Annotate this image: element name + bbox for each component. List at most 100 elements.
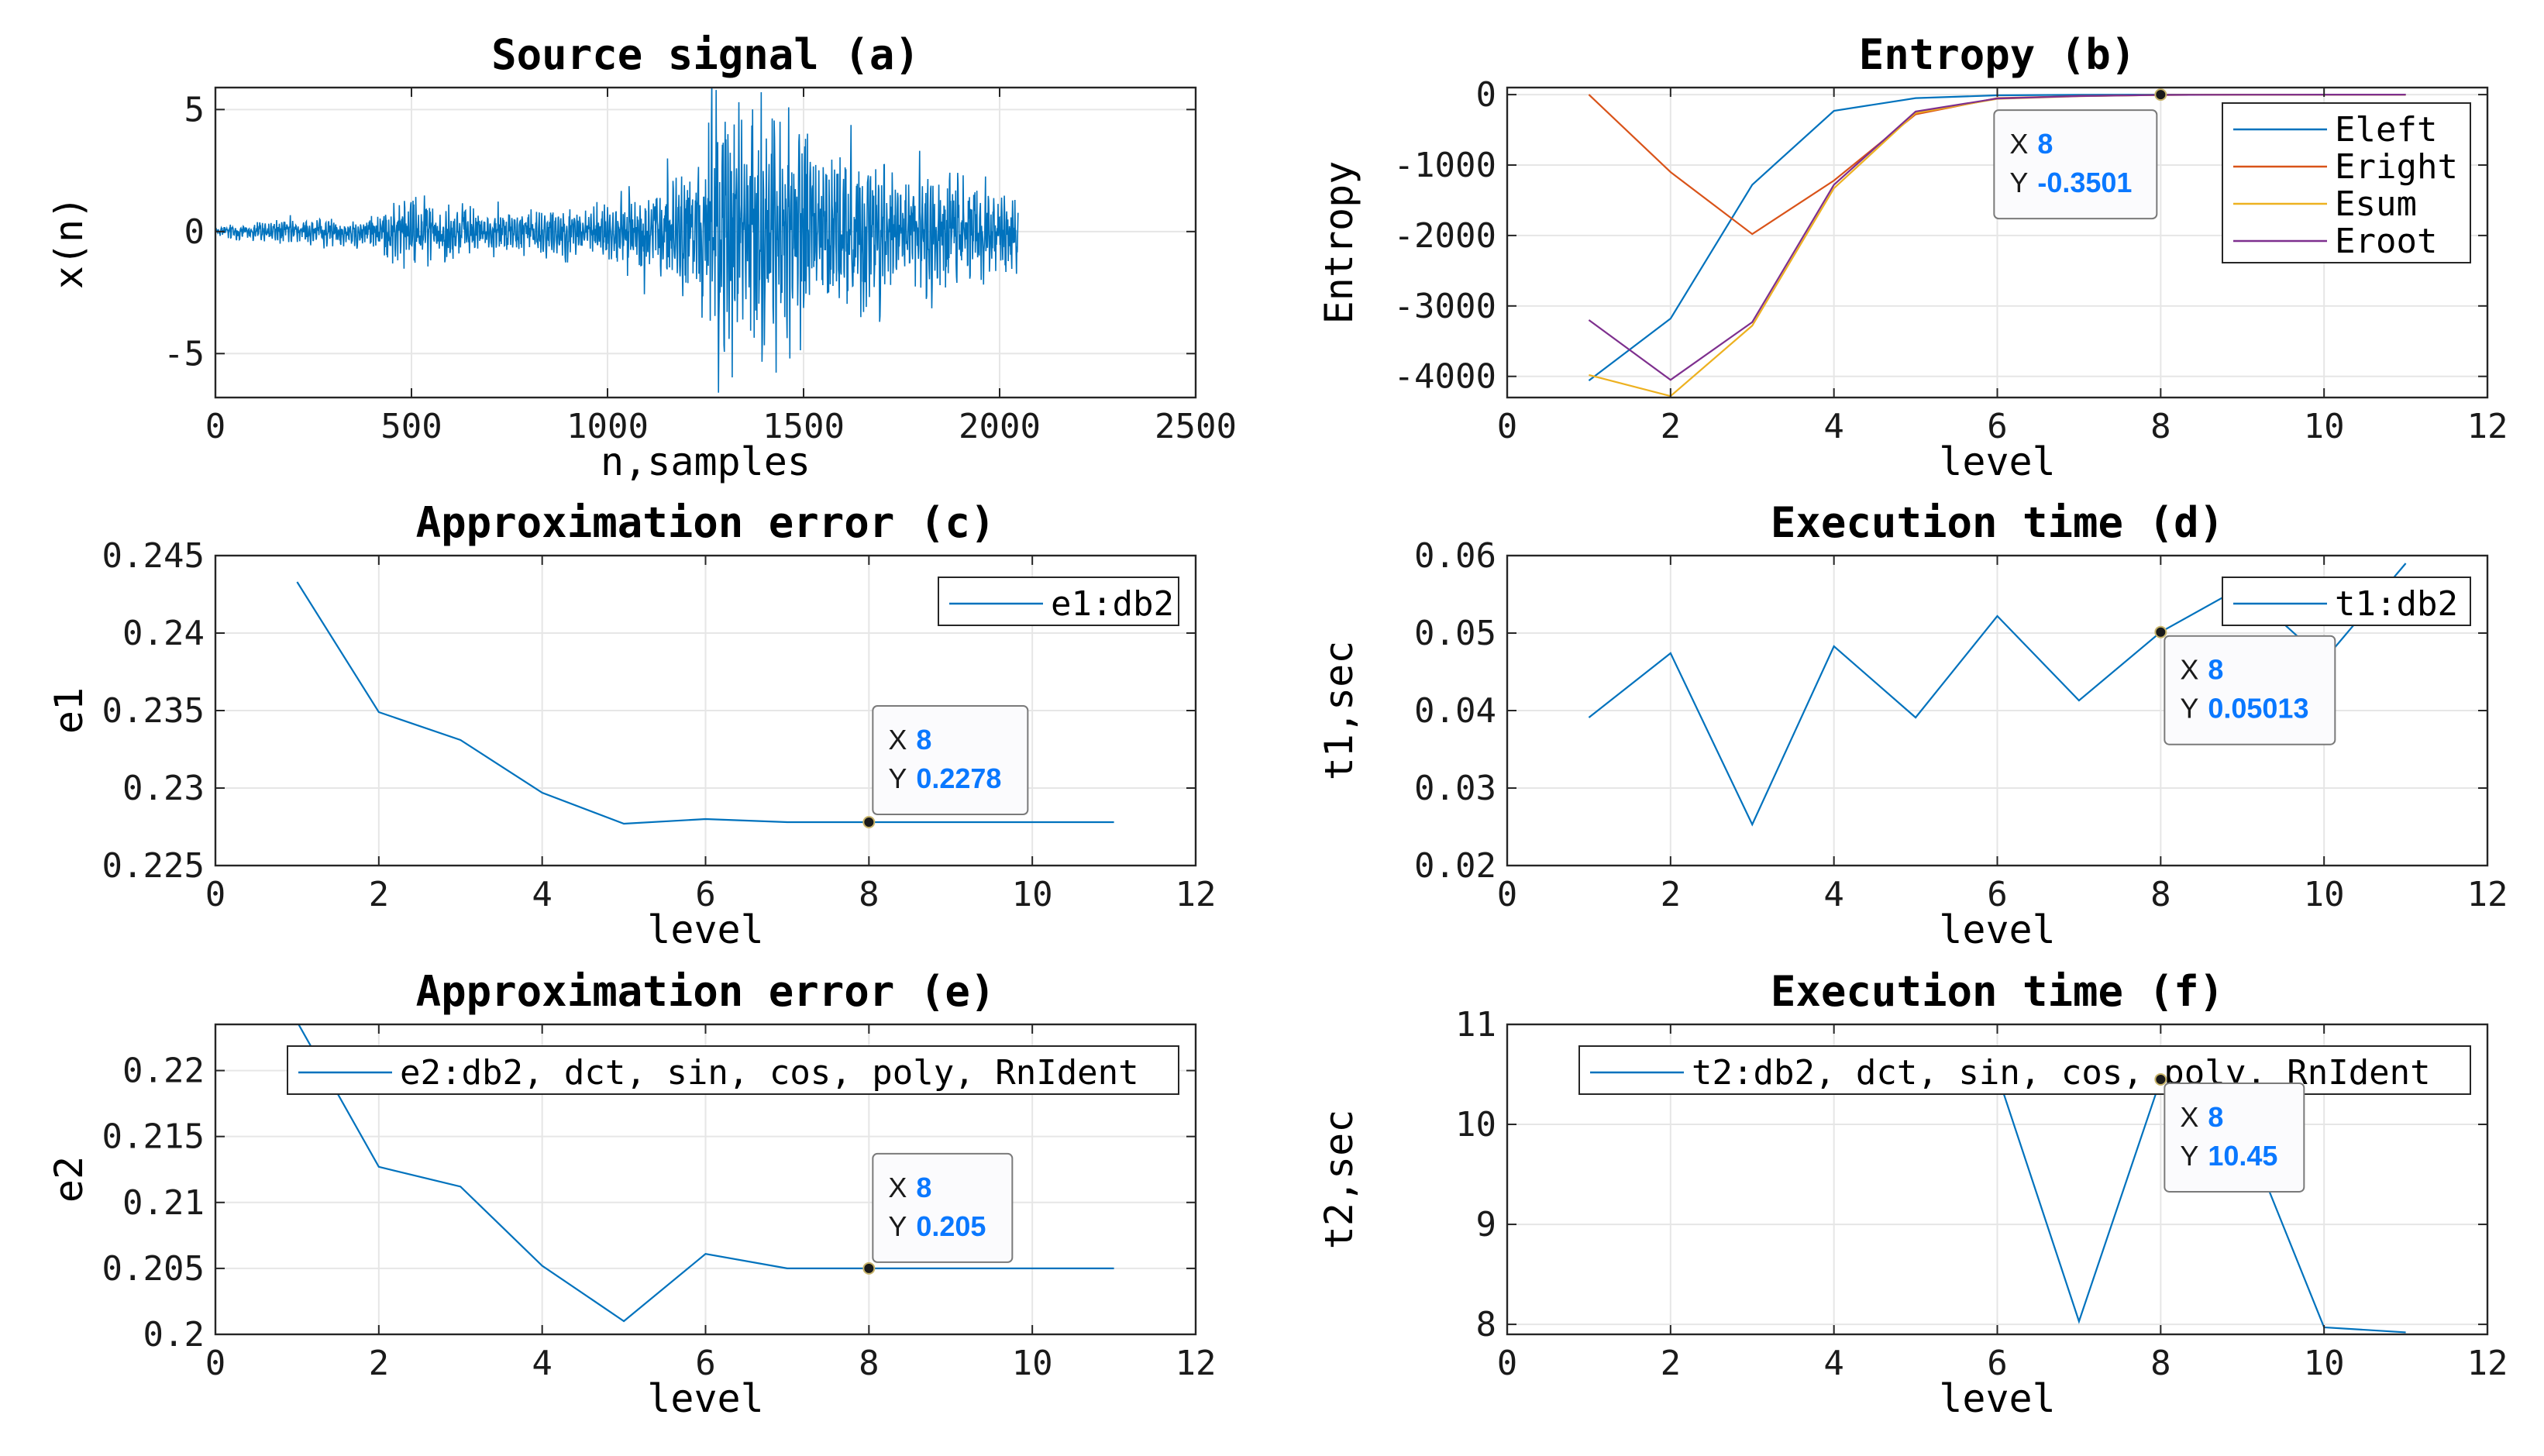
legend: t2:db2, dct, sin, cos, poly, RnIdent [1578,1045,2471,1095]
y-tick-label: 0.24 [122,614,205,653]
x-tick-label: 2 [369,1344,390,1383]
panel-d: 0 2 4 6 8 10 12 0.02 0.03 0.04 0.05 0.06 Execution t… [1317,498,2508,952]
y-tick-label: 9 [1476,1205,1497,1244]
datatip[interactable]: X 8Y -0.3501 [1993,88,2167,220]
datatip-box [2164,1082,2305,1193]
datatip-x-key: X [2009,128,2028,160]
datatip-y-value: -0.3501 [2037,167,2132,198]
x-tick-label: 2000 [959,407,1041,446]
legend-box [938,577,1179,626]
legend-entry-label: Eright [2335,147,2458,187]
x-tick-label: 10 [1012,875,1053,914]
x-axis-label: level [1939,1376,2056,1421]
x-tick-label: 12 [2467,1344,2508,1383]
x-tick-label: 2500 [1155,407,1237,446]
datatip-x-key: X [2180,1101,2198,1133]
datatip-y-value: 0.2278 [916,762,1001,794]
y-tick-label: 0 [184,212,205,252]
datatip[interactable]: X 8Y 0.2278 [862,705,1029,828]
legend-entry-label: Eleft [2335,110,2437,150]
y-tick-label: 0.245 [102,536,205,576]
x-tick-label: 2 [369,875,390,914]
x-tick-label: 0 [205,1344,226,1383]
x-axis-label: level [1939,907,2056,952]
y-tick-label: 0.215 [102,1117,205,1157]
datatip[interactable]: X 8Y 0.05013 [2154,625,2336,745]
datatip-x-value: 8 [2208,654,2223,686]
chart-title: Approximation error (e) [416,967,996,1016]
series-line-eroot [1588,94,2406,381]
x-tick-label: 6 [695,875,716,914]
y-tick-label: -5 [164,334,205,373]
y-tick-label: 0.21 [122,1183,205,1223]
x-tick-label: 10 [2304,1344,2345,1383]
y-tick-label: 0.05 [1414,614,1496,653]
x-axis-label: level [647,1376,764,1421]
datatip-marker[interactable] [862,1262,876,1275]
signal-line [215,88,1019,393]
x-tick-label: 8 [859,1344,880,1383]
x-tick-label: 10 [2304,407,2345,446]
x-tick-label: 8 [2150,1344,2171,1383]
x-tick-label: 4 [532,875,553,914]
x-tick-label: 12 [1176,1344,1217,1383]
x-tick-label: 12 [1176,875,1217,914]
x-tick-label: 0 [1497,1344,1518,1383]
chart-title: Execution time (d) [1771,498,2224,547]
x-axis-label: level [1939,439,2056,484]
datatip-y-value: 0.205 [916,1210,986,1242]
chart-title: Execution time (f) [1771,967,2224,1016]
chart-title: Approximation error (c) [416,498,996,547]
y-axis-label: e2 [46,1156,91,1203]
y-tick-label: 11 [1455,1005,1496,1045]
datatip[interactable]: X 8Y 0.205 [862,1152,1014,1275]
legend-box [287,1045,1179,1095]
datatip-y-key: Y [888,1210,907,1242]
x-tick-label: 4 [1823,875,1844,914]
datatip-x-key: X [2180,654,2198,686]
datatip[interactable]: X 8Y 10.45 [2154,1072,2305,1193]
datatip-x-value: 8 [2037,128,2053,160]
datatip-marker[interactable] [2154,1072,2167,1086]
y-axis-label: x(n) [46,196,91,289]
x-tick-label: 6 [1987,1344,2008,1383]
x-tick-label: 0 [205,407,226,446]
data-layer [298,1024,1114,1323]
datatip-box [872,1152,1014,1263]
datatip-y-key: Y [2180,693,2198,725]
datatip-x-value: 8 [2208,1101,2223,1133]
y-tick-label: 0.03 [1414,769,1496,808]
y-axis-label: e1 [46,687,91,734]
datatip-box [872,705,1029,815]
datatip-y-value: 10.45 [2208,1140,2277,1172]
datatip-marker[interactable] [862,816,876,828]
legend: e1:db2 [938,577,1179,626]
y-tick-label: -1000 [1394,146,1496,185]
y-tick-label: 0.235 [102,691,205,731]
x-tick-label: 12 [2467,407,2508,446]
data-layer [215,88,1019,393]
x-tick-label: 4 [1823,407,1844,446]
datatip-marker[interactable] [2154,625,2167,639]
legend-entry-label: t1:db2 [2335,584,2458,624]
y-tick-label: 0 [1476,75,1497,115]
y-tick-label: -4000 [1394,357,1496,397]
x-axis-label: n,samples [601,439,811,484]
y-tick-label: 0.06 [1414,536,1496,576]
y-tick-label: 0.22 [122,1052,205,1091]
y-tick-label: 0.225 [102,846,205,886]
y-tick-label: 8 [1476,1305,1497,1344]
x-tick-label: 1000 [566,407,649,446]
datatip-y-key: Y [2180,1140,2198,1172]
x-tick-label: 4 [1823,1344,1844,1383]
y-tick-label: 0.04 [1414,691,1496,731]
y-tick-label: 0.23 [122,769,205,808]
datatip-y-value: 0.05013 [2208,693,2308,725]
x-tick-label: 6 [1987,407,2008,446]
legend-entry-label: t2:db2, dct, sin, cos, poly, RnIdent [1692,1053,2431,1093]
panel-e: 0 2 4 6 8 10 12 0.2 0.205 0.21 0.215 0.22 Approximat… [46,967,1216,1421]
chart-title: Entropy (b) [1859,30,2136,79]
datatip-marker[interactable] [2154,88,2167,102]
x-tick-label: 8 [2150,875,2171,914]
